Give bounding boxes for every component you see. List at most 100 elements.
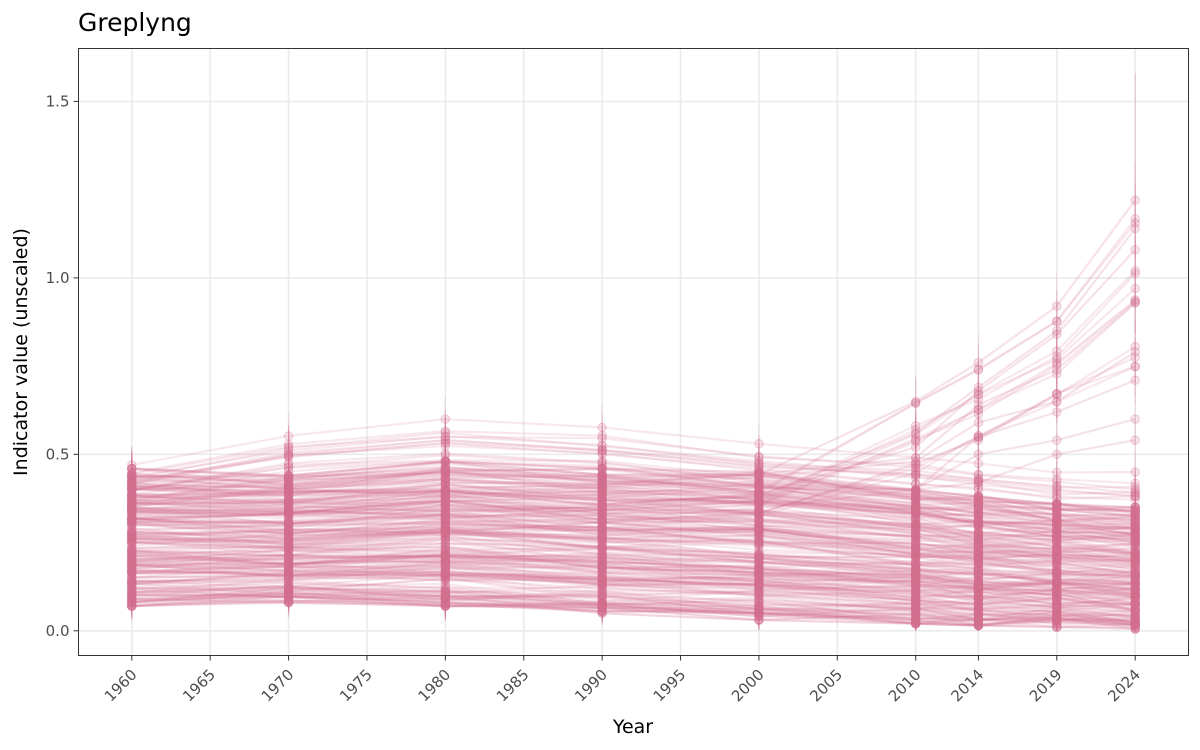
- series-points: [127, 195, 1140, 634]
- series-line: [131, 439, 1136, 496]
- data-point: [597, 522, 607, 532]
- data-point: [754, 553, 764, 563]
- data-point: [127, 572, 137, 583]
- data-point: [973, 492, 984, 502]
- data-point: [973, 609, 984, 619]
- data-point: [911, 603, 921, 613]
- data-point: [127, 579, 137, 589]
- data-point: [973, 604, 984, 615]
- series-line: [131, 550, 1136, 591]
- series-line: [131, 570, 1136, 608]
- data-point: [597, 574, 607, 584]
- data-point: [283, 543, 294, 553]
- data-point: [911, 507, 921, 517]
- series-line: [131, 595, 1136, 624]
- data-point: [754, 574, 764, 584]
- data-point: [440, 481, 451, 491]
- data-point: [1130, 537, 1140, 547]
- data-point: [754, 491, 764, 502]
- data-point: [127, 576, 137, 586]
- data-point: [1052, 574, 1062, 584]
- series-line: [131, 530, 1136, 577]
- data-point: [283, 551, 294, 562]
- data-point: [911, 568, 921, 578]
- data-point: [597, 599, 607, 609]
- data-point: [1130, 593, 1140, 604]
- data-point: [283, 483, 294, 494]
- data-point: [754, 562, 764, 573]
- series-line: [131, 552, 1136, 596]
- data-point: [754, 490, 764, 500]
- data-point: [1130, 570, 1140, 580]
- data-point: [597, 572, 607, 583]
- series-line: [131, 586, 1136, 627]
- series-line: [131, 564, 1136, 604]
- series-line: [131, 587, 1136, 623]
- data-point: [597, 556, 607, 566]
- series-line: [131, 504, 1136, 542]
- data-point: [754, 452, 764, 463]
- data-point: [597, 568, 607, 578]
- series-line: [131, 365, 1136, 536]
- data-point: [1130, 616, 1140, 626]
- data-point: [754, 569, 764, 579]
- data-point: [1052, 492, 1062, 502]
- data-point: [440, 557, 451, 567]
- data-point: [127, 547, 137, 557]
- data-point: [973, 518, 984, 528]
- data-point: [283, 474, 294, 485]
- data-point: [911, 599, 921, 609]
- data-point: [440, 575, 451, 585]
- data-point: [911, 519, 921, 530]
- data-point: [754, 523, 764, 534]
- data-point: [127, 559, 137, 570]
- data-point: [597, 504, 607, 514]
- data-point: [440, 560, 451, 571]
- data-point: [127, 601, 137, 611]
- data-point: [597, 570, 607, 581]
- data-point: [597, 500, 607, 510]
- data-point: [911, 592, 921, 603]
- data-point: [283, 520, 294, 531]
- data-point: [283, 517, 294, 527]
- data-point: [440, 571, 451, 581]
- data-point: [127, 553, 137, 564]
- data-point: [911, 564, 921, 575]
- series-line: [131, 498, 1136, 542]
- data-point: [283, 515, 294, 526]
- series-line: [131, 550, 1136, 593]
- data-point: [1052, 526, 1062, 536]
- series-line: [131, 351, 1136, 500]
- series-line: [131, 222, 1137, 498]
- data-point: [973, 543, 984, 553]
- data-point: [973, 500, 984, 510]
- data-point: [754, 516, 764, 527]
- data-point: [597, 517, 607, 527]
- data-point: [283, 507, 294, 517]
- chart-title: Greplyng: [78, 8, 192, 37]
- data-point: [1052, 512, 1062, 523]
- data-point: [1052, 316, 1062, 326]
- data-point: [440, 558, 451, 568]
- data-point: [597, 464, 607, 475]
- data-point: [911, 573, 921, 583]
- data-point: [754, 605, 764, 615]
- data-point: [440, 551, 451, 562]
- data-point: [754, 558, 764, 568]
- data-point: [283, 470, 294, 481]
- data-point: [754, 479, 764, 490]
- data-point: [1130, 579, 1140, 589]
- series-line: [131, 563, 1136, 600]
- data-point: [973, 523, 984, 534]
- data-point: [1130, 266, 1140, 276]
- data-point: [1130, 538, 1140, 548]
- data-point: [440, 550, 451, 561]
- data-point: [127, 530, 137, 541]
- data-point: [911, 570, 921, 581]
- data-point: [440, 457, 451, 467]
- data-point: [911, 515, 921, 526]
- data-point: [973, 587, 984, 597]
- series-line: [131, 595, 1136, 630]
- data-point: [440, 486, 451, 496]
- data-point: [1130, 607, 1140, 618]
